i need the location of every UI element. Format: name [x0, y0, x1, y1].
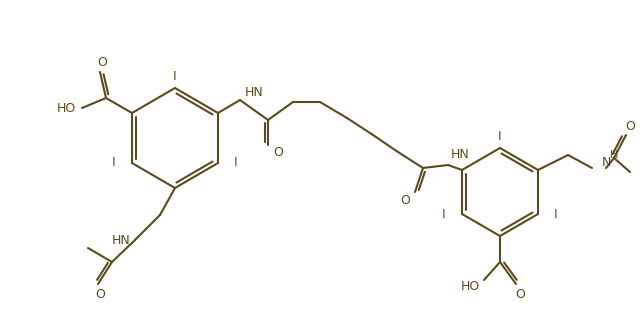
Text: I: I: [234, 156, 238, 169]
Text: I: I: [442, 208, 446, 221]
Text: HN: HN: [451, 149, 470, 161]
Text: H: H: [610, 150, 619, 160]
Text: O: O: [625, 119, 635, 132]
Text: HN: HN: [112, 234, 131, 246]
Text: I: I: [498, 130, 502, 143]
Text: O: O: [400, 193, 410, 206]
Text: I: I: [554, 208, 558, 221]
Text: HN: HN: [245, 86, 264, 99]
Text: HO: HO: [57, 101, 76, 114]
Text: HO: HO: [460, 279, 480, 293]
Text: O: O: [515, 288, 525, 301]
Text: I: I: [112, 156, 116, 169]
Text: O: O: [97, 56, 107, 69]
Text: O: O: [273, 147, 283, 160]
Text: O: O: [95, 288, 105, 301]
Text: I: I: [173, 70, 177, 82]
Text: N: N: [602, 155, 611, 168]
